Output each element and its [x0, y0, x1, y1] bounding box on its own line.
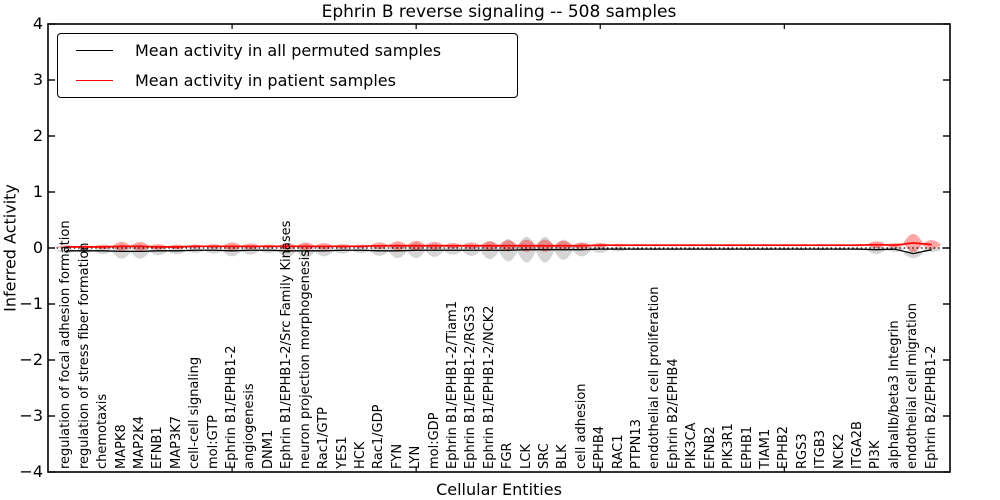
mean-line-permuted — [66, 248, 932, 255]
x-axis-title: Cellular Entities — [436, 480, 562, 499]
x-tick-label: neuron projection morphogenesis — [297, 250, 313, 469]
x-tick-label: EPHB2 — [776, 425, 792, 469]
x-tick-label: MAPK8 — [113, 424, 129, 469]
x-tick-label: cell adhesion — [573, 383, 589, 469]
x-tick-label: MAP2K4 — [132, 415, 148, 469]
x-tick-label: mol:GTP — [205, 415, 221, 469]
x-tick-label: TIAM1 — [757, 428, 773, 469]
legend-line-black-icon — [76, 50, 113, 51]
x-tick-label: RAC1 — [610, 434, 626, 469]
y-tick-label: 1 — [32, 182, 43, 201]
y-tick-label: 0 — [32, 238, 43, 257]
x-tick-label: endothelial cell proliferation — [647, 286, 663, 470]
legend-line-red-icon — [76, 80, 113, 81]
x-tick-label: EPHB4 — [592, 425, 608, 469]
x-tick-label: endothelial cell migration — [905, 303, 921, 469]
legend-label-permuted: Mean activity in all permuted samples — [135, 41, 442, 60]
x-tick-label: NCK2 — [831, 433, 847, 469]
y-tick-label: −2 — [19, 350, 43, 369]
x-tick-label: alphaIIb/beta3 Integrin — [886, 320, 902, 469]
x-tick-label: Ephrin B1/EPHB1-2/RGS3 — [463, 305, 479, 469]
x-tick-label: PI3K — [868, 440, 884, 469]
x-tick-label: Ephrin B2/EPHB4 — [665, 358, 681, 469]
y-tick-label: −4 — [19, 462, 43, 481]
x-tick-label: PIK3CA — [684, 422, 700, 469]
x-tick-label: cell-cell signaling — [187, 356, 203, 469]
legend-label-patient: Mean activity in patient samples — [135, 71, 396, 90]
x-tick-label: chemotaxis — [95, 393, 111, 469]
x-tick-label: Ephrin B1/EPHB1-2/NCK2 — [481, 305, 497, 469]
legend-item-patient: Mean activity in patient samples — [76, 69, 517, 93]
x-tick-label: ITGA2B — [849, 421, 865, 469]
x-tick-label: EPHB1 — [739, 425, 755, 469]
x-tick-label: angiogenesis — [242, 383, 258, 469]
x-tick-label: EFNB2 — [702, 426, 718, 469]
x-tick-label: PTPN13 — [629, 419, 645, 469]
x-tick-label: Ephrin B1/EPHB1-2 — [224, 345, 240, 469]
x-tick-label: Rac1/GTP — [316, 407, 332, 469]
x-tick-label: ITGB3 — [813, 429, 829, 469]
x-tick-label: Ephrin B1/EPHB1-2/Tiam1 — [444, 300, 460, 469]
y-tick-label: 2 — [32, 126, 43, 145]
x-tick-label: HCK — [352, 441, 368, 469]
mean-line-patient — [66, 242, 932, 248]
legend-item-permuted: Mean activity in all permuted samples — [76, 39, 517, 63]
x-tick-label: FYN — [389, 443, 405, 469]
x-tick-label: DNM1 — [260, 429, 276, 469]
x-tick-label: Ephrin B2/EPHB1-2 — [923, 345, 939, 469]
x-tick-label: YES1 — [334, 436, 350, 469]
x-tick-label: FGR — [500, 442, 516, 469]
x-tick-label: MAP3K7 — [168, 415, 184, 469]
chart-title: Ephrin B reverse signaling -- 508 sample… — [321, 2, 677, 22]
y-tick-label: 4 — [32, 14, 43, 33]
y-tick-label: −1 — [19, 294, 43, 313]
legend: Mean activity in all permuted samples Me… — [57, 33, 518, 98]
x-tick-label: LYN — [408, 445, 424, 469]
x-tick-label: LCK — [518, 444, 534, 469]
x-tick-label: PIK3R1 — [721, 423, 737, 469]
x-tick-label: mol:GDP — [426, 412, 442, 469]
x-tick-label: RGS3 — [794, 433, 810, 469]
x-tick-label: BLK — [555, 444, 571, 469]
x-tick-label: Ephrin B1/EPHB1-2/Src Family Kinases — [279, 220, 295, 469]
x-tick-label: regulation of focal adhesion formation — [58, 220, 74, 469]
x-tick-label: EFNB1 — [150, 426, 166, 469]
y-tick-label: −3 — [19, 406, 43, 425]
x-tick-label: regulation of stress fiber formation — [76, 242, 92, 469]
x-tick-label: Rac1/GDP — [371, 404, 387, 469]
x-tick-label: SRC — [537, 443, 553, 469]
y-tick-label: 3 — [32, 70, 43, 89]
